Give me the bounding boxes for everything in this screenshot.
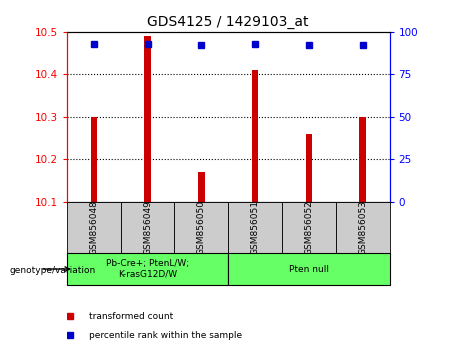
Text: percentile rank within the sample: percentile rank within the sample xyxy=(89,331,242,339)
Title: GDS4125 / 1429103_at: GDS4125 / 1429103_at xyxy=(148,16,309,29)
Bar xyxy=(67,202,121,253)
Text: GSM856049: GSM856049 xyxy=(143,200,152,255)
Bar xyxy=(336,202,390,253)
Text: Pten null: Pten null xyxy=(289,264,329,274)
Text: GSM856052: GSM856052 xyxy=(304,200,313,255)
Bar xyxy=(228,202,282,253)
Bar xyxy=(228,253,390,285)
Bar xyxy=(90,117,97,202)
Text: Pb-Cre+; PtenL/W;
K-rasG12D/W: Pb-Cre+; PtenL/W; K-rasG12D/W xyxy=(106,259,189,279)
Bar xyxy=(360,117,366,202)
Text: GSM856050: GSM856050 xyxy=(197,200,206,255)
Bar xyxy=(144,36,151,202)
Text: GSM856053: GSM856053 xyxy=(358,200,367,255)
Text: transformed count: transformed count xyxy=(89,312,174,321)
Bar xyxy=(121,202,174,253)
Bar xyxy=(306,134,312,202)
Text: GSM856051: GSM856051 xyxy=(251,200,260,255)
Bar xyxy=(67,253,228,285)
Text: genotype/variation: genotype/variation xyxy=(9,266,95,275)
Bar xyxy=(198,172,205,202)
Bar xyxy=(282,202,336,253)
Text: GSM856048: GSM856048 xyxy=(89,200,98,255)
Bar xyxy=(174,202,228,253)
Bar xyxy=(252,70,258,202)
